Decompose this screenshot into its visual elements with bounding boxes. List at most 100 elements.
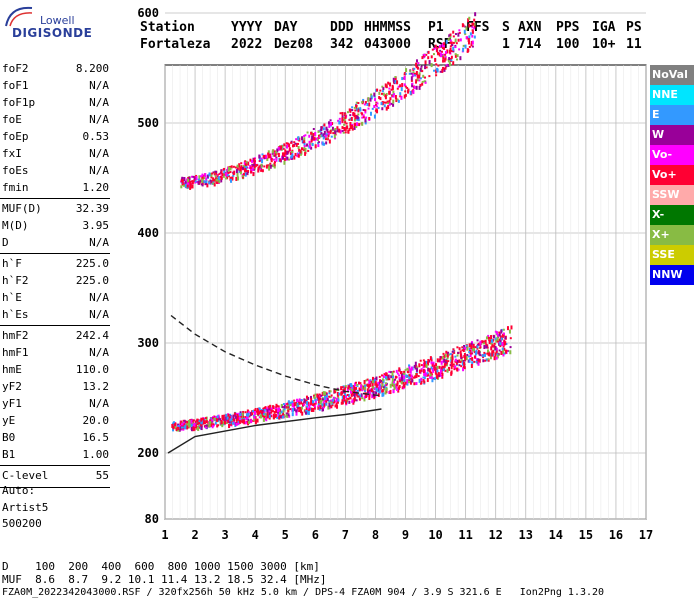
echo-point <box>235 422 238 426</box>
echo-point <box>498 349 501 352</box>
echo-point <box>394 378 397 381</box>
echo-point <box>253 417 256 422</box>
echo-point <box>229 413 232 416</box>
echo-point <box>409 90 412 95</box>
echo-point <box>274 160 277 163</box>
echo-point <box>464 44 467 49</box>
echo-point <box>175 427 178 432</box>
echo-point <box>381 90 384 93</box>
echo-point <box>231 176 234 181</box>
echo-point <box>263 415 266 420</box>
echo-point <box>286 404 289 409</box>
echo-point <box>421 56 424 60</box>
echo-point <box>286 150 289 155</box>
echo-point <box>247 421 250 426</box>
echo-point <box>283 152 286 157</box>
echo-point <box>217 176 220 181</box>
param-value: 110.0 <box>75 363 109 376</box>
echo-point <box>289 152 292 156</box>
echo-point <box>486 352 489 355</box>
echo-point <box>461 361 464 366</box>
echo-point <box>239 168 242 173</box>
echo-point <box>212 171 215 174</box>
echo-point <box>496 354 499 359</box>
echo-point <box>220 176 223 180</box>
echo-point <box>362 114 365 118</box>
echo-point <box>432 53 435 56</box>
echo-point <box>314 144 317 149</box>
echo-point <box>490 335 493 340</box>
echo-point <box>386 100 389 103</box>
echo-point <box>353 393 356 398</box>
param-separator <box>0 253 110 254</box>
echo-point <box>474 346 477 349</box>
echo-point <box>260 163 263 168</box>
echo-point <box>269 164 272 169</box>
echo-point <box>325 394 328 398</box>
echo-point <box>456 359 459 363</box>
echo-point <box>336 394 339 397</box>
echo-point <box>187 179 190 184</box>
echo-point <box>439 55 442 58</box>
echo-point <box>303 399 306 403</box>
echo-point <box>368 393 371 397</box>
echo-point <box>186 184 189 188</box>
echo-point <box>351 387 354 390</box>
echo-point <box>450 41 453 46</box>
echo-point <box>174 426 177 429</box>
echo-point <box>303 403 306 406</box>
echo-point <box>431 363 434 368</box>
echo-point <box>354 382 357 387</box>
echo-point <box>204 181 207 186</box>
echo-point <box>463 366 466 369</box>
echo-point <box>481 354 484 358</box>
echo-point <box>184 183 187 188</box>
echo-point <box>363 397 366 402</box>
echo-point <box>443 354 446 358</box>
echo-point <box>354 389 357 392</box>
echo-point <box>206 175 209 179</box>
echo-point <box>184 424 187 429</box>
echo-point <box>410 72 413 75</box>
echo-point <box>216 415 219 419</box>
echo-point <box>221 421 224 425</box>
param-row-he: h`E N/A <box>2 289 109 306</box>
echo-point <box>181 176 184 180</box>
echo-point <box>183 426 186 429</box>
x-tick-label: 8 <box>372 528 379 542</box>
echo-point <box>321 141 324 146</box>
echo-point <box>470 43 473 47</box>
echo-point <box>244 172 247 177</box>
echo-point <box>233 418 236 422</box>
echo-point <box>440 50 443 53</box>
echo-point <box>424 372 427 377</box>
echo-point <box>315 137 318 141</box>
echo-point <box>371 390 374 393</box>
echo-point <box>495 356 498 360</box>
echo-point <box>348 118 351 121</box>
echo-point <box>443 45 446 50</box>
echo-point <box>464 355 467 360</box>
echo-point <box>329 121 332 126</box>
echo-point <box>352 111 355 116</box>
echo-point <box>306 143 309 147</box>
echo-point <box>222 168 225 171</box>
echo-point <box>403 383 406 388</box>
echo-point <box>253 415 256 419</box>
param-label: hmF2 <box>2 329 29 342</box>
echo-point <box>188 422 191 426</box>
echo-point <box>324 138 327 141</box>
param-label: C-level <box>2 469 49 482</box>
echo-point <box>313 402 316 407</box>
echo-point <box>409 70 412 73</box>
echo-point <box>336 126 339 130</box>
echo-point <box>341 115 344 118</box>
echo-point <box>374 109 377 112</box>
echo-point <box>304 411 307 415</box>
echo-point <box>472 343 475 348</box>
echo-point <box>183 182 186 185</box>
echo-point <box>355 108 358 112</box>
echo-point <box>441 356 444 360</box>
echo-point <box>303 139 306 143</box>
echo-point <box>449 36 452 39</box>
